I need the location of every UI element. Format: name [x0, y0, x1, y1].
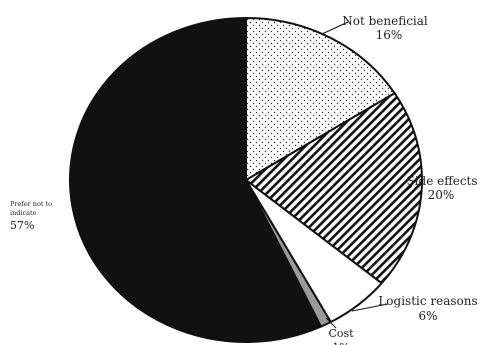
slice-value-prefer-not-to-indicate: 57% [10, 219, 34, 232]
leader-side-effects [399, 185, 413, 197]
leader-cost [325, 317, 337, 329]
leader-logistic-reasons [351, 303, 389, 312]
pie-slice-side-effects [245, 92, 423, 285]
slice-value-logistic-reasons: 6% [418, 309, 437, 323]
slice-label-side-effects: Side effects [406, 174, 477, 188]
slice-label-cost: Cost [328, 327, 354, 340]
pie-slice-prefer-not-to-indicate [69, 17, 322, 343]
slice-label-prefer-not-to-indicate: Prefer not to indicate [10, 200, 54, 217]
leader-not-beneficial [321, 21, 349, 35]
pie-slice-not-beneficial [245, 17, 396, 181]
slice-value-side-effects: 20% [428, 188, 455, 202]
slice-value-cost: 1% [332, 341, 349, 345]
slice-label-logistic-reasons: Logistic reasons [378, 294, 477, 308]
leader-lines [321, 21, 413, 329]
slice-label-not-beneficial: Not beneficial [342, 14, 428, 28]
slice-value-not-beneficial: 16% [376, 28, 403, 42]
pie-slices [69, 17, 423, 343]
